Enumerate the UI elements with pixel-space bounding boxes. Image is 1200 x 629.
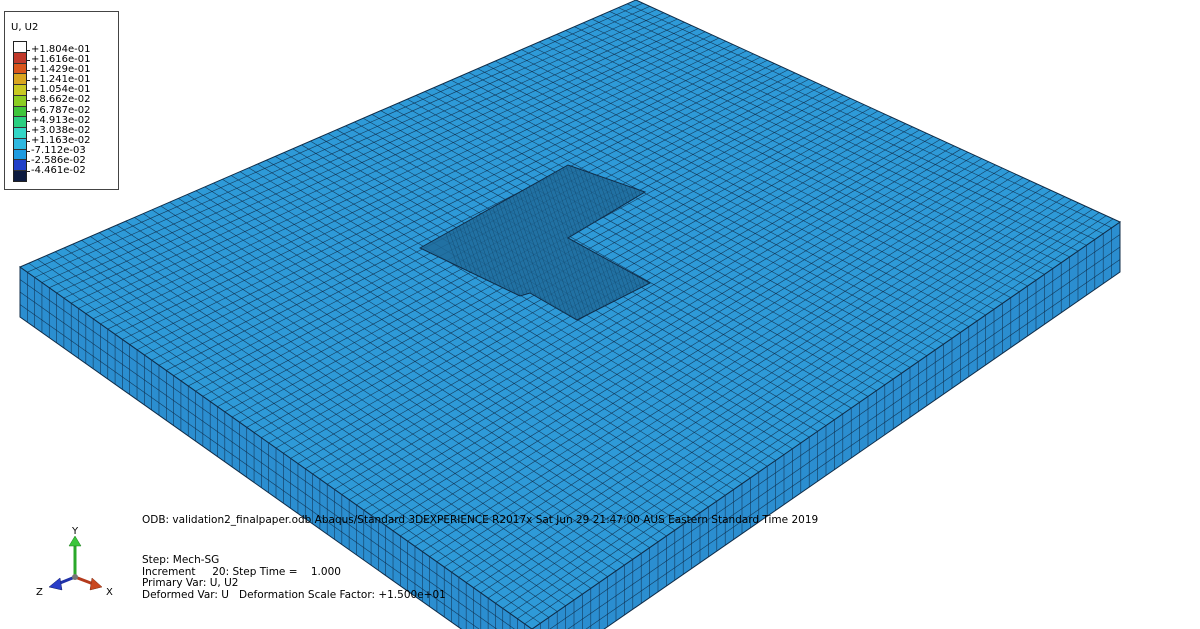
increment-info: Increment 20: Step Time = 1.000 <box>142 565 341 578</box>
deformed-var: Deformed Var: U Deformation Scale Factor… <box>142 588 446 601</box>
mesh-grid <box>27 2 1114 625</box>
legend-value: +6.787e-02 <box>26 104 91 116</box>
legend-title: U, U2 <box>11 22 39 33</box>
legend-swatch <box>14 106 26 118</box>
primary-var: Primary Var: U, U2 <box>142 577 239 589</box>
legend-swatch <box>14 52 26 64</box>
legend-value: +1.429e-01 <box>26 64 91 76</box>
legend-swatch <box>14 117 26 129</box>
legend-value: +1.163e-02 <box>26 134 91 146</box>
legend-value: +1.241e-01 <box>26 74 91 86</box>
legend-value: -2.586e-02 <box>26 155 91 166</box>
legend-value: +8.662e-02 <box>26 94 91 106</box>
legend-swatch <box>14 74 26 86</box>
axis-triad: Y X Z <box>30 522 125 602</box>
legend-values: +1.804e-01 +1.616e-01 +1.429e-01 +1.241e-01… <box>26 44 91 176</box>
triad-arrows <box>48 535 103 591</box>
legend-swatch <box>14 95 26 107</box>
legend-value: -7.112e-03 <box>26 145 91 156</box>
legend-swatch <box>14 160 26 172</box>
odb-info-line: ODB: validation2_finalpaper.odb Abaqus/S… <box>142 514 819 526</box>
axis-z-label: Z <box>36 587 43 598</box>
legend-swatch <box>14 149 26 161</box>
legend-swatch <box>14 42 26 53</box>
legend-value: +3.038e-02 <box>26 124 91 136</box>
step-name: Step: Mech-SG <box>142 554 220 566</box>
legend-swatch <box>14 63 26 75</box>
refined-mesh-zone <box>418 164 652 321</box>
legend-value: +1.616e-01 <box>26 54 91 66</box>
legend-swatch <box>14 138 26 150</box>
axis-x-label: X <box>106 587 113 598</box>
step-info: Step: Mech-SG Increment 20: Step Time = … <box>142 554 446 601</box>
contour-legend: U, U2 +1.804e-01 +1.616e-01 +1.429e-01 +1.2… <box>4 11 119 190</box>
legend-value: +1.804e-01 <box>26 44 91 55</box>
side-mesh-grid <box>19 227 1121 629</box>
legend-color-bar <box>13 41 27 182</box>
legend-value: -4.461e-02 <box>26 166 91 176</box>
legend-value: +1.054e-01 <box>26 84 91 96</box>
legend-swatch <box>14 171 26 181</box>
axis-y-label: Y <box>72 526 79 537</box>
legend-value: +4.913e-02 <box>26 114 91 126</box>
legend-swatch <box>14 85 26 96</box>
legend-swatch <box>14 128 26 139</box>
